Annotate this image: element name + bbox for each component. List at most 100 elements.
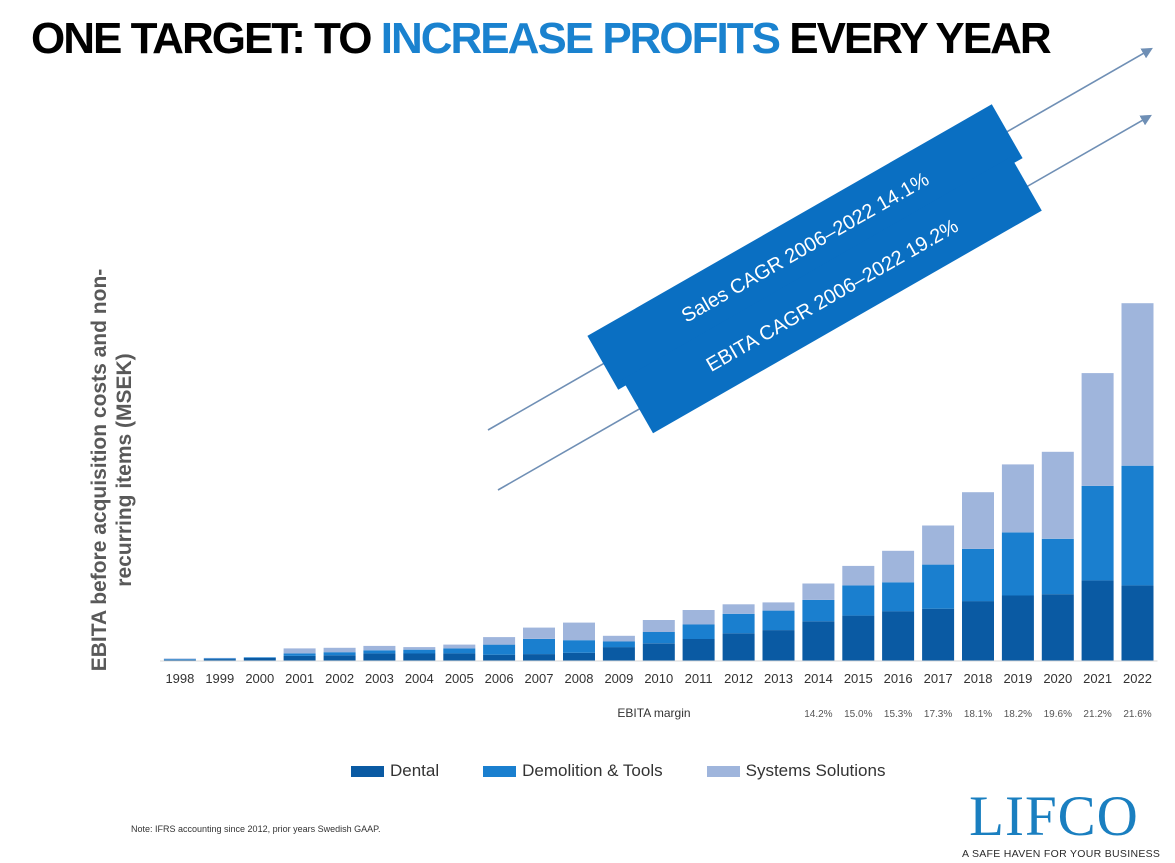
x-tick-2008: 2008 — [565, 671, 594, 686]
bar-demolition-tools-2014 — [802, 599, 835, 622]
ebita-margin-2020: 19.6% — [1044, 709, 1072, 720]
ebita-margin-row: EBITA margin 14.2% 15.0% 15.3% 17.3% 18.1% 18.… — [617, 706, 1151, 720]
legend: Dental Demolition & Tools Systems Soluti… — [351, 761, 929, 781]
bar-systems-solutions-2014 — [802, 583, 835, 600]
x-tick-2010: 2010 — [644, 671, 673, 686]
bar-demolition-tools-2002 — [323, 652, 356, 656]
x-tick-2015: 2015 — [844, 671, 873, 686]
bar-demolition-tools-2013 — [762, 610, 795, 631]
bar-dental-2000 — [243, 657, 276, 661]
legend-item-demolition-tools: Demolition & Tools — [483, 761, 663, 781]
bar-systems-solutions-2011 — [682, 610, 715, 625]
bar-dental-2004 — [403, 653, 436, 661]
legend-item-dental: Dental — [351, 761, 439, 781]
bar-demolition-tools-2019 — [1001, 532, 1034, 596]
bar-demolition-tools-2000 — [243, 657, 276, 658]
bar-demolition-tools-2001 — [283, 653, 316, 656]
bar-demolition-tools-2010 — [642, 632, 675, 644]
legend-label-dental: Dental — [390, 761, 440, 780]
x-tick-labels: 1998 1999 2000 2001 2002 2003 2004 2005 2006 2007… — [165, 671, 1152, 686]
bar-dental-1998 — [163, 659, 196, 661]
x-tick-2021: 2021 — [1083, 671, 1112, 686]
bar-dental-2002 — [323, 655, 356, 661]
bar-systems-solutions-2015 — [842, 565, 875, 586]
bar-systems-solutions-1999 — [203, 657, 236, 659]
bar-systems-solutions-2022 — [1121, 303, 1154, 466]
bar-systems-solutions-2016 — [882, 550, 915, 583]
x-tick-2014: 2014 — [804, 671, 833, 686]
bar-systems-solutions-2007 — [523, 627, 555, 639]
title-highlight: INCREASE PROFITS — [380, 14, 781, 63]
logo-wordmark: LIFCO — [969, 785, 1139, 848]
x-tick-2019: 2019 — [1003, 671, 1032, 686]
bar-systems-solutions-2003 — [363, 645, 396, 651]
bar-systems-solutions-2005 — [443, 644, 476, 649]
bar-dental-2020 — [1041, 594, 1074, 661]
x-tick-2004: 2004 — [405, 671, 434, 686]
bar-dental-2001 — [283, 656, 316, 661]
ebita-margin-2017: 17.3% — [924, 709, 952, 720]
bar-demolition-tools-2020 — [1041, 538, 1074, 595]
ebita-margin-2018: 18.1% — [964, 709, 992, 720]
ebita-margin-2022: 21.6% — [1123, 709, 1151, 720]
bar-dental-2017 — [922, 608, 955, 661]
bar-dental-2019 — [1001, 595, 1034, 661]
logo-tagline: A SAFE HAVEN FOR YOUR BUSINESS — [962, 848, 1161, 860]
bar-demolition-tools-2003 — [363, 650, 396, 654]
cagr-banners: Sales CAGR 2006–2022 14.1%EBITA CAGR 200… — [587, 104, 1042, 434]
bar-dental-2014 — [802, 621, 835, 661]
bar-dental-2006 — [483, 654, 516, 661]
bars-layer — [160, 303, 1158, 662]
ebita-margin-2019: 18.2% — [1004, 709, 1032, 720]
page-title: ONE TARGET: TO INCREASE PROFITS EVERY YE… — [31, 14, 1052, 64]
bar-systems-solutions-2004 — [403, 647, 436, 650]
bar-demolition-tools-2012 — [722, 613, 755, 634]
x-tick-2020: 2020 — [1043, 671, 1072, 686]
legend-label-demolition-tools: Demolition & Tools — [522, 761, 663, 780]
bar-dental-2015 — [842, 615, 875, 661]
bar-demolition-tools-2016 — [882, 582, 915, 612]
title-part2: EVERY YEAR — [779, 14, 1051, 63]
bar-systems-solutions-1998 — [163, 658, 196, 660]
x-tick-1999: 1999 — [205, 671, 234, 686]
bar-demolition-tools-2015 — [842, 585, 875, 616]
bar-demolition-tools-2011 — [682, 624, 715, 639]
x-tick-2007: 2007 — [525, 671, 554, 686]
bar-systems-solutions-2008 — [563, 622, 595, 641]
bar-demolition-tools-2018 — [962, 548, 994, 602]
bar-demolition-tools-2008 — [563, 640, 595, 653]
footnote: Note: IFRS accounting since 2012, prior … — [131, 824, 381, 834]
bar-demolition-tools-1998 — [163, 659, 196, 660]
bar-systems-solutions-2018 — [962, 492, 994, 549]
x-tick-2001: 2001 — [285, 671, 314, 686]
x-tick-2006: 2006 — [485, 671, 514, 686]
bar-systems-solutions-2019 — [1001, 464, 1034, 533]
bar-demolition-tools-2009 — [602, 641, 635, 648]
bar-dental-2009 — [602, 647, 635, 661]
legend-label-systems-solutions: Systems Solutions — [745, 761, 886, 780]
legend-swatch-systems-solutions — [706, 765, 740, 777]
ebita-margin-2014: 14.2% — [804, 709, 832, 720]
bar-systems-solutions-2006 — [483, 637, 516, 645]
x-tick-2016: 2016 — [884, 671, 913, 686]
x-tick-2011: 2011 — [685, 671, 713, 686]
bar-dental-2021 — [1081, 580, 1114, 661]
bar-systems-solutions-2021 — [1081, 373, 1114, 486]
bar-demolition-tools-2006 — [483, 644, 516, 655]
bar-dental-2012 — [722, 633, 755, 661]
bar-dental-2003 — [363, 653, 396, 661]
bar-systems-solutions-2017 — [922, 525, 955, 565]
x-tick-2017: 2017 — [924, 671, 953, 686]
lifco-logo: LIFCO A SAFE HAVEN FOR YOUR BUSINESS — [962, 785, 1161, 861]
x-tick-2012: 2012 — [724, 671, 753, 686]
bar-dental-2007 — [523, 654, 555, 661]
bar-dental-2018 — [962, 601, 994, 661]
x-tick-2022: 2022 — [1123, 671, 1152, 686]
bar-dental-2013 — [762, 630, 795, 661]
bar-dental-2010 — [642, 643, 675, 661]
bar-dental-2011 — [682, 639, 715, 662]
x-tick-2009: 2009 — [604, 671, 633, 686]
x-tick-2005: 2005 — [445, 671, 474, 686]
x-tick-2003: 2003 — [365, 671, 394, 686]
